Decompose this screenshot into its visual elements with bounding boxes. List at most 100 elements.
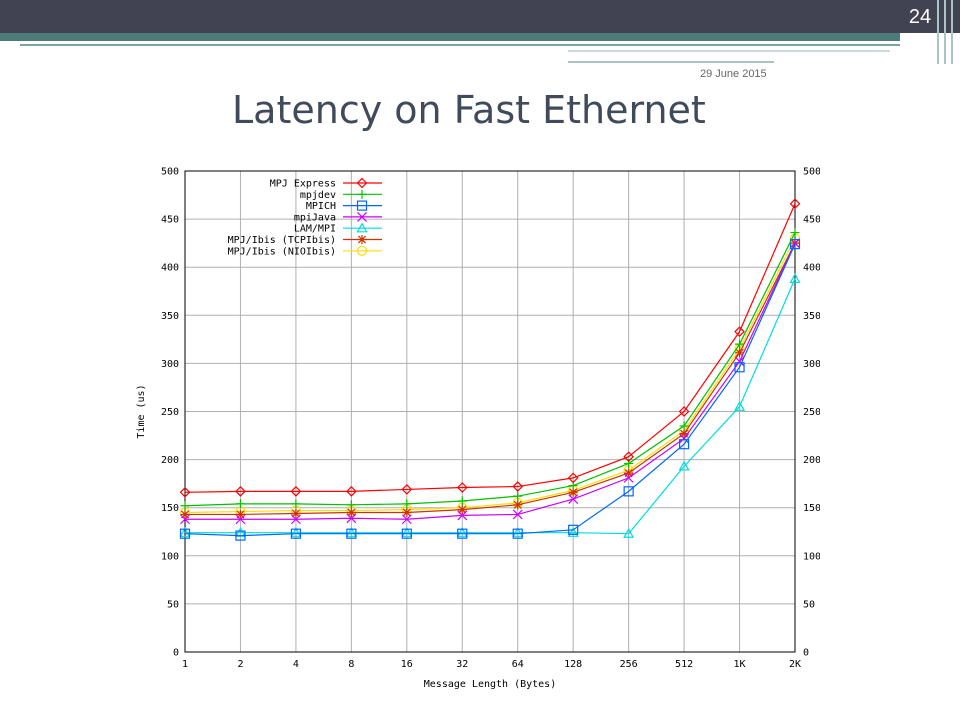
marker-diamond xyxy=(567,472,579,484)
marker-x xyxy=(235,514,246,525)
marker-plus xyxy=(235,499,245,509)
x-tick-label: 2 xyxy=(237,659,243,670)
slide-title: Latency on Fast Ethernet xyxy=(232,88,706,132)
marker-diamond xyxy=(456,482,468,493)
marker-diamond xyxy=(734,326,745,338)
marker-diamond xyxy=(789,198,801,210)
marker-triangle xyxy=(456,526,468,537)
marker-plus xyxy=(346,500,356,510)
y-tick-label: 300 xyxy=(161,359,179,370)
legend-item-mpj-express: MPJ Express xyxy=(270,177,382,190)
marker-x xyxy=(290,514,301,525)
series-line xyxy=(184,238,796,514)
legend-item-mpich: MPICH xyxy=(306,200,382,212)
series-line xyxy=(184,243,796,537)
y-tick-label-right: 300 xyxy=(803,359,820,370)
marker-square xyxy=(356,200,368,211)
marker-square xyxy=(789,239,801,250)
marker-square xyxy=(235,530,246,541)
series-mpijava xyxy=(180,238,800,525)
marker-diamond xyxy=(179,486,191,498)
marker-diamond xyxy=(235,485,246,497)
marker-triangle xyxy=(678,460,690,471)
y-tick-label: 450 xyxy=(161,215,179,226)
marker-square xyxy=(678,439,690,450)
marker-plus xyxy=(357,189,367,199)
slide-number: 24 xyxy=(908,6,932,28)
decor-line xyxy=(568,61,774,63)
marker-star xyxy=(568,487,578,497)
series-line xyxy=(185,242,796,520)
header-bar xyxy=(0,0,960,33)
legend-label: mpiJava xyxy=(294,212,336,223)
x-tick-label: 256 xyxy=(620,659,638,670)
y-tick-label-right: 350 xyxy=(803,311,820,322)
marker-triangle xyxy=(512,526,524,537)
legend-item-mpjdev: mpjdev xyxy=(300,189,382,201)
marker-square xyxy=(401,528,412,539)
marker-triangle xyxy=(623,527,635,538)
y-tick-label-right: 100 xyxy=(803,551,820,562)
marker-star xyxy=(402,508,412,518)
legend-item-mpj-ibis-nioibis: MPJ/Ibis (NIOIbis) xyxy=(228,245,382,257)
marker-square xyxy=(290,528,302,539)
y-axis-label: Time (us) xyxy=(136,384,147,438)
marker-triangle xyxy=(789,273,801,283)
x-tick-label: 2K xyxy=(789,659,801,670)
marker-diamond xyxy=(356,177,368,189)
marker-square xyxy=(568,524,579,535)
legend-label: MPJ Express xyxy=(270,179,336,190)
marker-triangle xyxy=(356,222,368,233)
series-line xyxy=(184,232,796,507)
y-tick-label-right: 50 xyxy=(803,599,815,610)
marker-triangle xyxy=(345,526,357,537)
decor-vline xyxy=(937,0,939,64)
legend-label: LAM/MPI xyxy=(294,224,336,235)
series-line xyxy=(185,242,796,516)
marker-star xyxy=(180,509,190,519)
decor-vline xyxy=(944,0,946,64)
decor-line xyxy=(568,50,890,52)
marker-plus xyxy=(291,499,301,509)
marker-x xyxy=(734,356,745,367)
marker-plus xyxy=(735,339,745,349)
marker-triangle xyxy=(179,526,191,537)
marker-x xyxy=(568,494,579,504)
x-axis-label: Message Length (Bytes) xyxy=(424,679,556,690)
legend-item-lam-mpi: LAM/MPI xyxy=(294,222,382,235)
x-tick-label: 128 xyxy=(564,659,582,670)
y-tick-label: 350 xyxy=(161,311,179,322)
marker-triangle xyxy=(567,526,579,537)
marker-star xyxy=(457,505,467,515)
marker-star xyxy=(235,509,245,519)
y-tick-label: 200 xyxy=(161,455,179,466)
marker-square xyxy=(512,528,523,539)
series-line xyxy=(184,203,796,493)
latency-chart: 0 0 50 50 100 100 150 150 200 200 250 250 300 300 350 3… xyxy=(136,167,820,691)
marker-square xyxy=(179,528,191,539)
y-tick-label: 50 xyxy=(167,599,179,610)
x-tick-label: 1 xyxy=(182,659,188,670)
x-tick-label: 64 xyxy=(512,659,524,670)
x-tick-label: 16 xyxy=(401,659,413,670)
series-mpj-express xyxy=(179,198,801,498)
x-tick-label: 8 xyxy=(348,659,354,670)
marker-x xyxy=(357,211,367,222)
marker-x xyxy=(401,514,412,525)
marker-x xyxy=(679,433,690,444)
marker-star xyxy=(679,429,689,439)
legend-label: MPICH xyxy=(306,201,336,212)
marker-diamond xyxy=(678,406,690,417)
marker-plus xyxy=(679,421,689,431)
series-lam-mpi xyxy=(179,273,801,538)
marker-circle xyxy=(356,245,368,256)
marker-triangle xyxy=(734,400,746,411)
y-tick-label-right: 500 xyxy=(803,167,820,178)
legend-label: MPJ/Ibis (NIOIbis) xyxy=(228,246,336,257)
x-tick-label: 512 xyxy=(675,659,693,670)
y-tick-label: 100 xyxy=(161,551,179,562)
series-mpich xyxy=(179,239,801,541)
marker-plus xyxy=(790,228,800,238)
marker-plus xyxy=(402,499,412,509)
